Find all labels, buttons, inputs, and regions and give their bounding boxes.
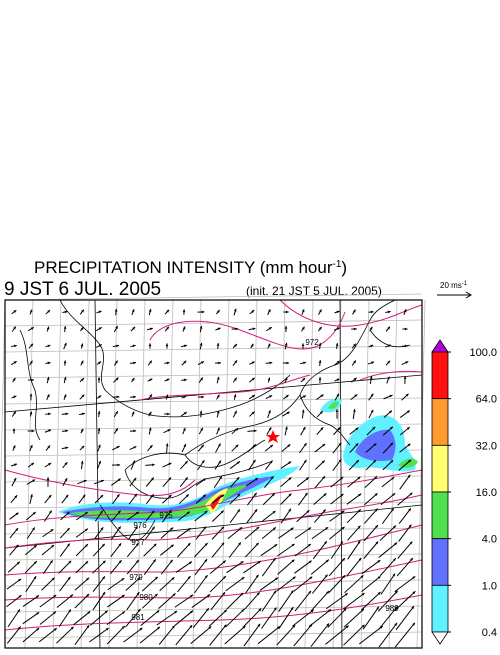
title: PRECIPITATION INTENSITY (mm hour-1) xyxy=(34,258,347,277)
colorbar-segment xyxy=(432,399,448,446)
meridian xyxy=(0,300,5,648)
colorbar-over xyxy=(432,340,448,352)
colorbar-segment xyxy=(432,585,448,632)
colorbar-label: 64.0 xyxy=(476,394,497,406)
map-background xyxy=(5,300,422,648)
colorbar-segment xyxy=(432,539,448,586)
colorbar-label: 100.0 xyxy=(469,347,497,359)
isobar-label: 981 xyxy=(131,613,145,622)
isobar-label: 989 xyxy=(385,604,399,613)
isobar-label: 979 xyxy=(129,573,143,582)
colorbar-label: 4.0 xyxy=(482,534,497,546)
title-text: PRECIPITATION INTENSITY (mm hour xyxy=(34,258,333,277)
colorbar-label: 0.4 xyxy=(482,627,497,639)
wind-scale-text: 20 ms xyxy=(440,281,462,290)
wind-scale-label: 20 ms-1 xyxy=(440,281,468,290)
wind-scale-superscript: -1 xyxy=(462,281,468,287)
title-suffix: ) xyxy=(341,258,347,277)
colorbar-segment xyxy=(432,352,448,399)
colorbar-segment xyxy=(432,445,448,492)
colorbar-segment xyxy=(432,492,448,539)
isobar-label: 980 xyxy=(139,593,153,602)
isobar-label: 972 xyxy=(305,338,319,347)
isobar-label: 975 xyxy=(159,511,173,520)
colorbar-label: 1.0 xyxy=(482,580,497,592)
valid-time: 9 JST 6 JUL. 2005 xyxy=(4,279,161,300)
map: 972 975 976 977 979 980 981 989 xyxy=(0,294,425,648)
colorbar-under xyxy=(432,632,448,644)
colorbar: 100.0 64.0 32.0 16.0 4.0 1.0 0.4 xyxy=(432,340,497,644)
colorbar-label: 32.0 xyxy=(476,440,497,452)
isobar-label: 976 xyxy=(133,521,147,530)
wind-scale-arrow xyxy=(437,292,471,298)
isobar-label: 977 xyxy=(131,538,145,547)
colorbar-label: 16.0 xyxy=(476,487,497,499)
